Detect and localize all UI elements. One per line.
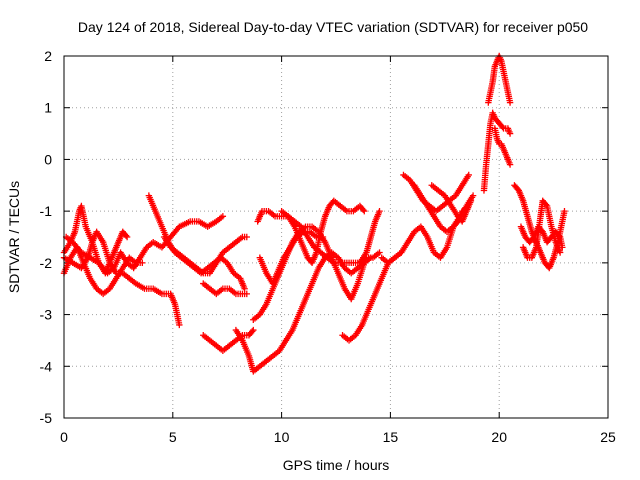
x-axis-label: GPS time / hours bbox=[283, 457, 390, 473]
y-tick-label: 2 bbox=[44, 48, 52, 64]
y-tick-label: -1 bbox=[40, 203, 53, 219]
data-point bbox=[542, 201, 550, 208]
data-point bbox=[139, 259, 146, 267]
chart-title: Day 124 of 2018, Sidereal Day-to-day VTE… bbox=[78, 19, 588, 35]
data-point bbox=[243, 290, 250, 298]
y-tick-label: -3 bbox=[40, 307, 53, 323]
data-points bbox=[60, 52, 568, 375]
data-point bbox=[243, 233, 250, 241]
data-point bbox=[499, 123, 506, 131]
x-tick-label: 15 bbox=[383, 429, 399, 445]
y-axis-label: SDTVAR / TECUs bbox=[6, 181, 22, 293]
data-point bbox=[376, 249, 383, 256]
data-point bbox=[465, 171, 472, 179]
x-tick-label: 25 bbox=[600, 429, 616, 445]
data-point bbox=[249, 328, 256, 335]
data-point bbox=[506, 130, 514, 137]
data-point bbox=[176, 321, 183, 329]
data-point bbox=[506, 161, 514, 168]
axis-ticks: 0 5 10 15 20 25 -5 -4 -3 -2 -1 0 1 2 bbox=[40, 48, 616, 445]
plot-frame bbox=[63, 55, 609, 419]
data-point bbox=[360, 206, 367, 214]
x-tick-label: 20 bbox=[491, 429, 507, 445]
data-point bbox=[467, 197, 475, 204]
data-point bbox=[250, 326, 257, 334]
data-point bbox=[123, 233, 131, 241]
data-point bbox=[376, 207, 383, 215]
y-tick-label: 1 bbox=[44, 100, 52, 116]
data-point bbox=[319, 233, 327, 241]
data-point bbox=[361, 207, 368, 215]
data-point bbox=[506, 99, 514, 106]
y-tick-label: 0 bbox=[44, 151, 52, 167]
data-point bbox=[219, 213, 227, 220]
data-point bbox=[561, 207, 568, 215]
x-tick-label: 5 bbox=[169, 429, 177, 445]
x-tick-label: 0 bbox=[60, 429, 68, 445]
data-point bbox=[122, 232, 130, 239]
data-point bbox=[469, 192, 477, 199]
y-tick-label: -2 bbox=[40, 255, 53, 271]
data-point bbox=[556, 249, 564, 256]
y-tick-label: -4 bbox=[40, 358, 53, 374]
x-tick-label: 10 bbox=[274, 429, 290, 445]
y-tick-label: -5 bbox=[40, 410, 53, 426]
